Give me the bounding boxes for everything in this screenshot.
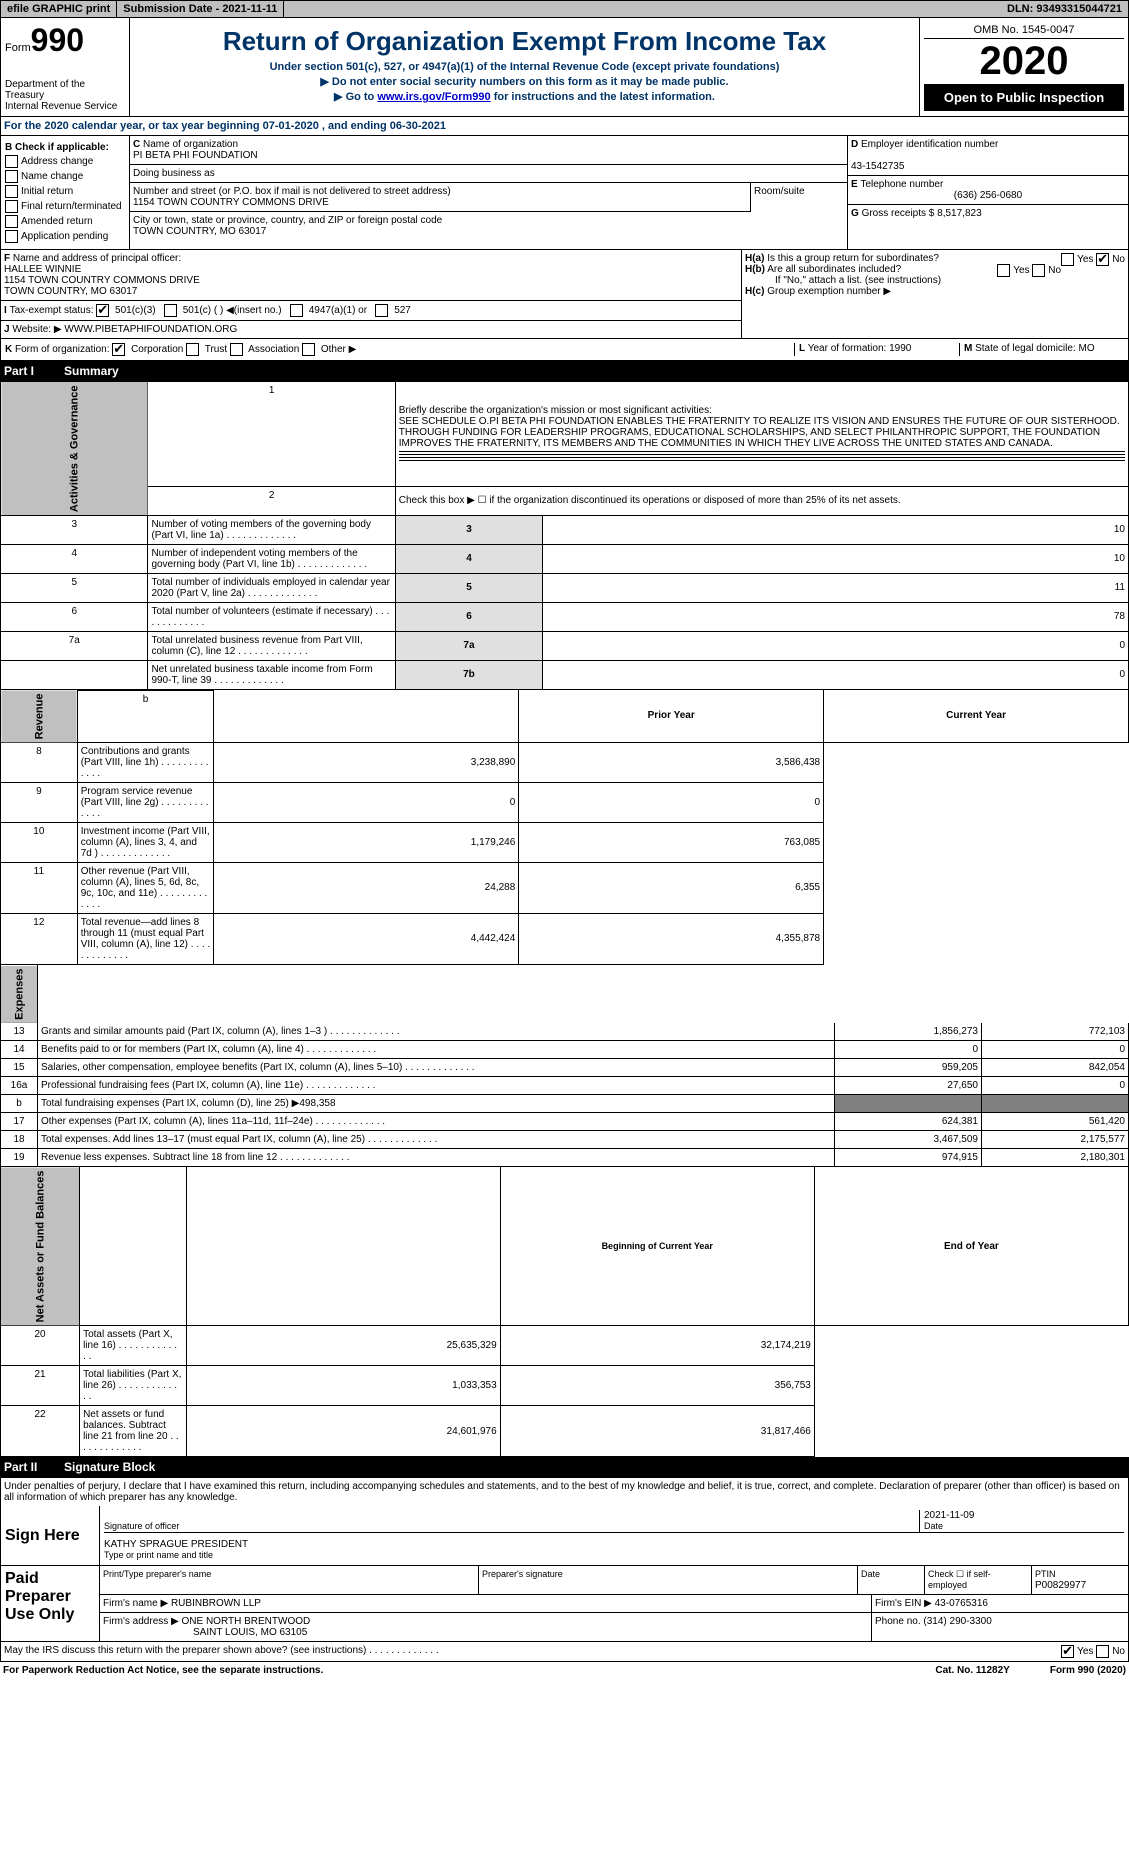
vert-revenue: Revenue	[1, 690, 78, 742]
year-formation: 1990	[889, 343, 911, 354]
phone: (636) 256-0680	[851, 190, 1125, 201]
chk-501c3	[96, 304, 109, 317]
form-word: Form	[5, 42, 31, 54]
dept-treasury: Department of the Treasury	[5, 79, 125, 101]
website: WWW.PIBETAPHIFOUNDATION.ORG	[64, 324, 237, 335]
chk-discuss-yes	[1061, 1645, 1074, 1658]
form-header: Form990 Department of the Treasury Inter…	[0, 18, 1129, 117]
part1-revenue: Revenue b Prior Year Current Year 8Contr…	[0, 690, 1129, 965]
open-inspection: Open to Public Inspection	[924, 84, 1124, 111]
room-suite: Room/suite	[751, 183, 847, 212]
gross-receipts: 8,517,823	[937, 208, 982, 219]
signature-block: Under penalties of perjury, I declare th…	[0, 1478, 1129, 1662]
firm-ein: 43-0765316	[935, 1598, 988, 1609]
org-name: PI BETA PHI FOUNDATION	[133, 150, 258, 161]
efile-label: efile GRAPHIC print	[1, 1, 117, 17]
perjury-declaration: Under penalties of perjury, I declare th…	[1, 1478, 1128, 1506]
state-domicile: MO	[1079, 343, 1095, 354]
section-fhi: F Name and address of principal officer:…	[0, 250, 1129, 339]
row-a: For the 2020 calendar year, or tax year …	[0, 117, 1129, 136]
section-b: B Check if applicable: Address change Na…	[1, 136, 130, 249]
part1-netassets: Net Assets or Fund Balances Beginning of…	[0, 1167, 1129, 1457]
section-d-g: D Employer identification number43-15427…	[847, 136, 1128, 249]
tax-year: 2020	[924, 39, 1124, 84]
firm-name: RUBINBROWN LLP	[171, 1598, 261, 1609]
irs-label: Internal Revenue Service	[5, 101, 125, 112]
subtitle-1: Under section 501(c), 527, or 4947(a)(1)…	[134, 61, 915, 73]
form-number: 990	[31, 22, 84, 58]
submission-date: Submission Date - 2021-11-11	[117, 1, 284, 17]
dln: DLN: 93493315044721	[1001, 1, 1128, 17]
part1-governance: Activities & Governance 1 Briefly descri…	[0, 382, 1129, 690]
section-klm: K Form of organization: Corporation Trus…	[0, 339, 1129, 361]
ein: 43-1542735	[851, 161, 904, 172]
officer-signed: KATHY SPRAGUE PRESIDENT	[104, 1539, 248, 1550]
vert-governance: Activities & Governance	[1, 382, 148, 515]
officer-name: HALLEE WINNIE	[4, 264, 81, 275]
chk-group-no	[1096, 253, 1109, 266]
vert-expenses: Expenses	[1, 965, 38, 1023]
footer: For Paperwork Reduction Act Notice, see …	[0, 1662, 1129, 1679]
firm-phone: (314) 290-3300	[923, 1616, 991, 1627]
street-address: 1154 TOWN COUNTRY COMMONS DRIVE	[133, 197, 329, 208]
mission-text: SEE SCHEDULE O.PI BETA PHI FOUNDATION EN…	[399, 416, 1120, 449]
chk-address: Address change	[5, 155, 125, 168]
sign-here: Sign Here	[1, 1506, 100, 1565]
dba: Doing business as	[130, 165, 847, 183]
chk-amended: Amended return	[5, 215, 125, 228]
chk-name: Name change	[5, 170, 125, 183]
sig-date: 2021-11-09	[924, 1510, 974, 1521]
officer-addr: 1154 TOWN COUNTRY COMMONS DRIVE	[4, 275, 200, 286]
city-state-zip: TOWN COUNTRY, MO 63017	[133, 226, 266, 237]
subtitle-2: ▶ Do not enter social security numbers o…	[134, 75, 915, 88]
entity-block: B Check if applicable: Address change Na…	[0, 136, 1129, 250]
chk-corp	[112, 343, 125, 356]
form-title: Return of Organization Exempt From Incom…	[134, 26, 915, 57]
part1-header: Part ISummary	[0, 361, 1129, 382]
chk-final: Final return/terminated	[5, 200, 125, 213]
firm-addr: ONE NORTH BRENTWOOD	[182, 1616, 311, 1627]
vert-netassets: Net Assets or Fund Balances	[1, 1167, 80, 1325]
top-bar: efile GRAPHIC print Submission Date - 20…	[0, 0, 1129, 18]
part2-header: Part IISignature Block	[0, 1457, 1129, 1478]
part1-expenses: Expenses 13Grants and similar amounts pa…	[0, 965, 1129, 1167]
section-c: C Name of organizationPI BETA PHI FOUNDA…	[130, 136, 847, 249]
ptin: P00829977	[1035, 1580, 1086, 1591]
chk-app: Application pending	[5, 230, 125, 243]
paid-preparer: Paid Preparer Use Only	[1, 1566, 100, 1641]
instructions-link[interactable]: www.irs.gov/Form990	[377, 91, 490, 103]
chk-initial: Initial return	[5, 185, 125, 198]
officer-city: TOWN COUNTRY, MO 63017	[4, 286, 137, 297]
omb-number: OMB No. 1545-0047	[924, 22, 1124, 39]
